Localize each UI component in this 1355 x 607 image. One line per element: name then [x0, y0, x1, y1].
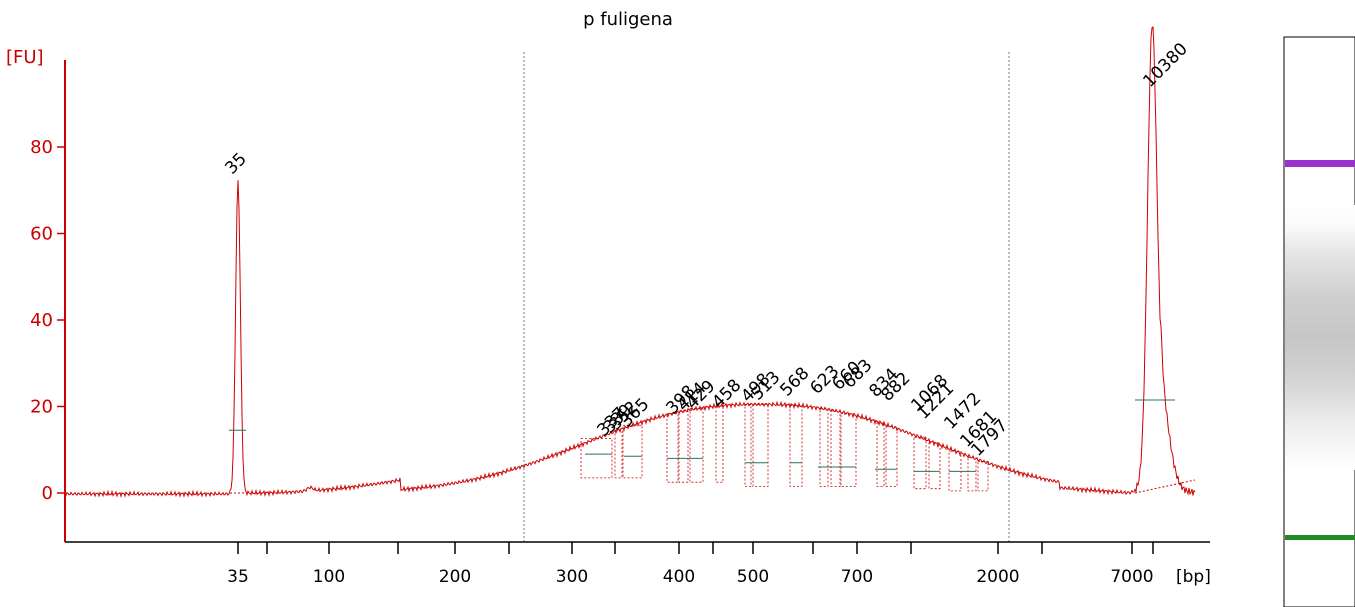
y-tick-label: 40 — [30, 310, 53, 331]
fragment-region-box — [928, 442, 941, 490]
gel-smear — [1285, 205, 1355, 470]
fragment-region-box — [752, 403, 769, 487]
x-tick-labels: 35 100 200 300 400 500 700 2000 7000 — [227, 567, 1153, 587]
fragment-region-box — [830, 410, 841, 487]
chart-title: p fuligena — [583, 9, 673, 30]
x-tick-label: 2000 — [976, 567, 1019, 587]
fragment-region-box — [885, 426, 898, 487]
x-tick-label: 400 — [663, 567, 695, 587]
fragment-region-box — [744, 404, 752, 487]
x-tick-label: 35 — [227, 567, 249, 587]
x-tick-label: 200 — [439, 567, 471, 587]
fragment-region-box — [967, 456, 977, 492]
x-tick-label: 300 — [556, 567, 588, 587]
x-tick-label: 700 — [841, 567, 873, 587]
y-tick-label: 20 — [30, 397, 53, 418]
fragment-region-box — [666, 413, 679, 483]
fragment-region-box — [678, 410, 689, 483]
fragment-region-box — [689, 408, 704, 483]
fragment-region-box — [819, 408, 829, 487]
gel-upper-marker-band — [1285, 160, 1355, 167]
fragment-region-box — [789, 405, 803, 487]
fluorescence-trace — [64, 25, 1196, 499]
fragment-region-box — [622, 424, 643, 479]
peak-halfwidth-lines — [229, 399, 1175, 472]
y-axis-label: [FU] — [6, 47, 44, 68]
axes — [57, 60, 1210, 554]
x-axis-label: [bp] — [1176, 567, 1211, 587]
fragment-region-box — [580, 438, 613, 479]
region-dividers — [523, 52, 1010, 542]
x-tick-label: 500 — [737, 567, 769, 587]
y-tick-label: 0 — [42, 483, 53, 504]
fragment-region-box — [913, 436, 927, 490]
gel-lower-marker-band — [1285, 535, 1355, 540]
smear-baseline — [230, 479, 1196, 494]
lower-marker-label: 35 — [221, 149, 250, 178]
y-tick-labels: 0 20 40 60 80 — [30, 137, 53, 504]
fragment-region-box — [840, 413, 857, 487]
x-tick-label: 100 — [313, 567, 345, 587]
gel-lane — [1283, 36, 1355, 607]
fragment-region-box — [977, 460, 989, 492]
fragment-region-box — [876, 422, 885, 487]
fragment-region-box — [614, 429, 623, 479]
x-tick-label: 7000 — [1110, 567, 1153, 587]
upper-marker-label: 10380 — [1139, 39, 1191, 91]
y-tick-label: 60 — [30, 224, 53, 245]
fragment-region-box — [715, 405, 724, 483]
y-tick-label: 80 — [30, 137, 53, 158]
